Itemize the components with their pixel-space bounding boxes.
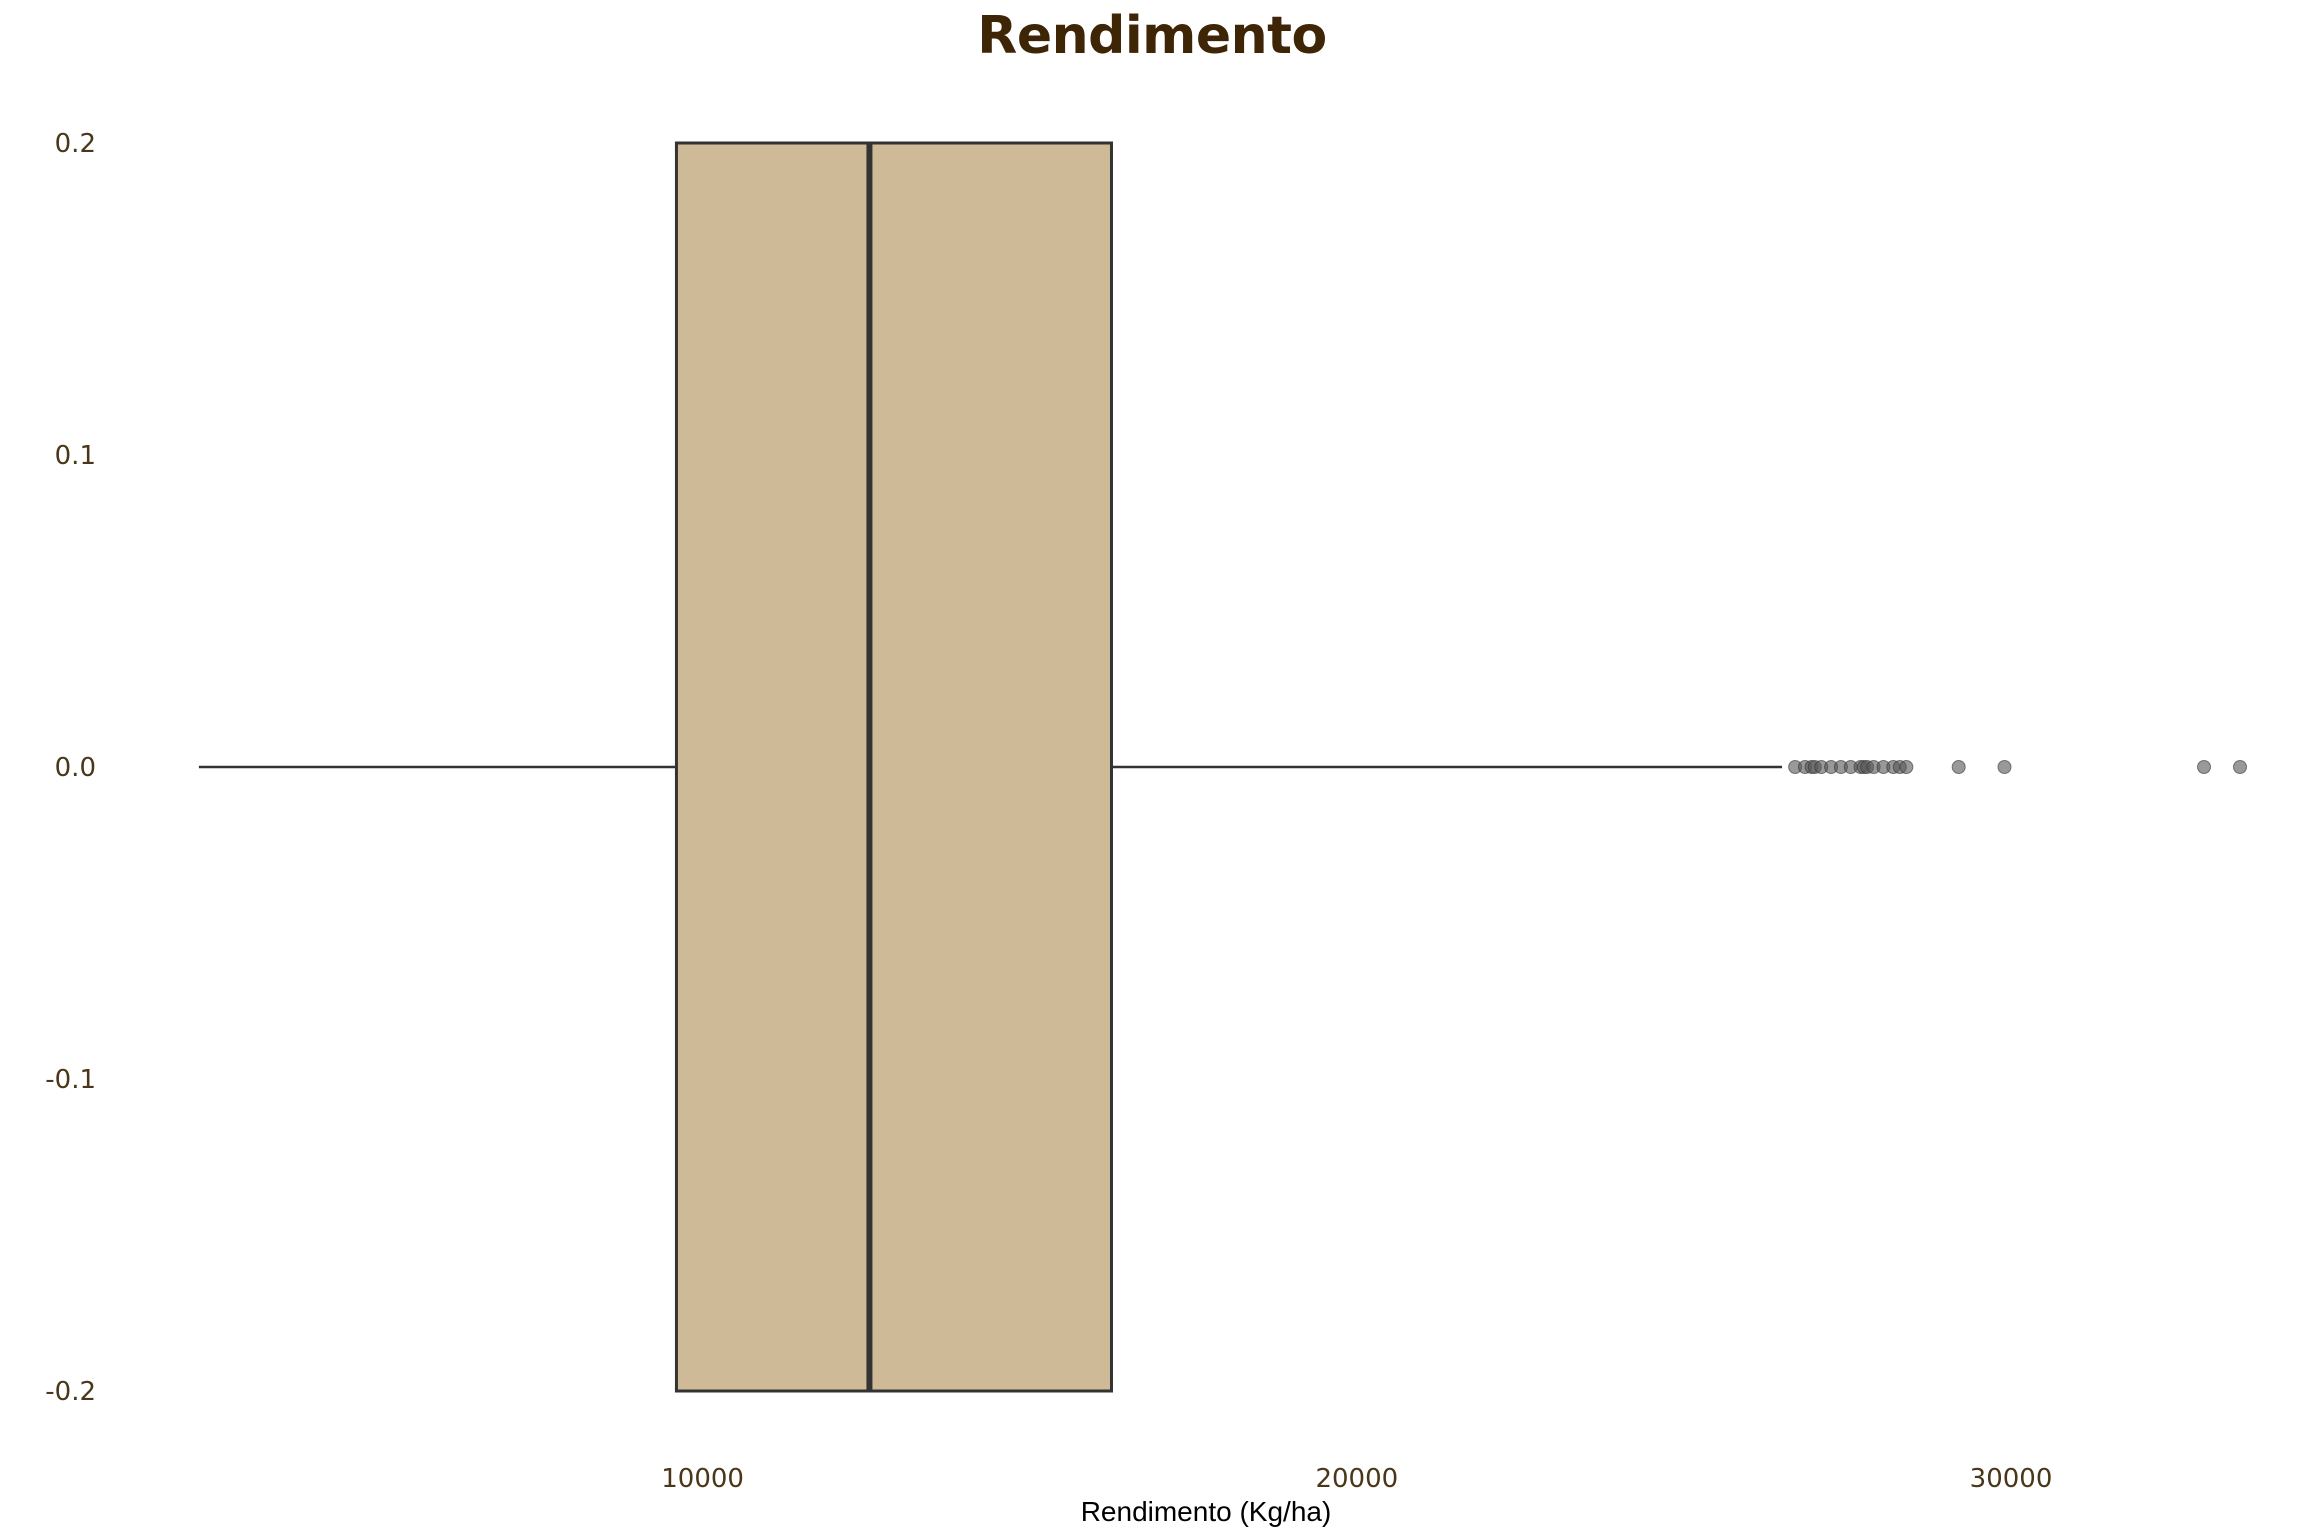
outlier-point xyxy=(2233,760,2247,774)
outlier-point xyxy=(1997,760,2012,774)
x-tick-label: 30000 xyxy=(1970,1464,2053,1494)
x-axis-ticks: 10000 20000 30000 xyxy=(661,1464,2052,1494)
y-tick-label: -0.1 xyxy=(45,1065,96,1095)
chart-title: Rendimento xyxy=(977,6,1327,66)
outlier-point xyxy=(1951,760,1966,774)
y-tick-label: 0.1 xyxy=(55,441,96,471)
x-tick-label: 10000 xyxy=(661,1464,744,1494)
outlier-point xyxy=(2197,760,2212,774)
y-tick-label: 0.2 xyxy=(55,129,96,159)
x-axis-label: Rendimento (Kg/ha) xyxy=(1081,1496,1332,1527)
outlier-point xyxy=(1899,760,1914,774)
y-axis-ticks: 0.2 0.1 0.0 -0.1 -0.2 xyxy=(45,129,96,1407)
y-tick-label: 0.0 xyxy=(55,753,96,783)
y-tick-label: -0.2 xyxy=(45,1377,96,1407)
iqr-box xyxy=(674,141,1113,1393)
outlier-group xyxy=(1788,760,2247,774)
x-tick-label: 20000 xyxy=(1315,1464,1398,1494)
box-group xyxy=(198,141,1783,1393)
